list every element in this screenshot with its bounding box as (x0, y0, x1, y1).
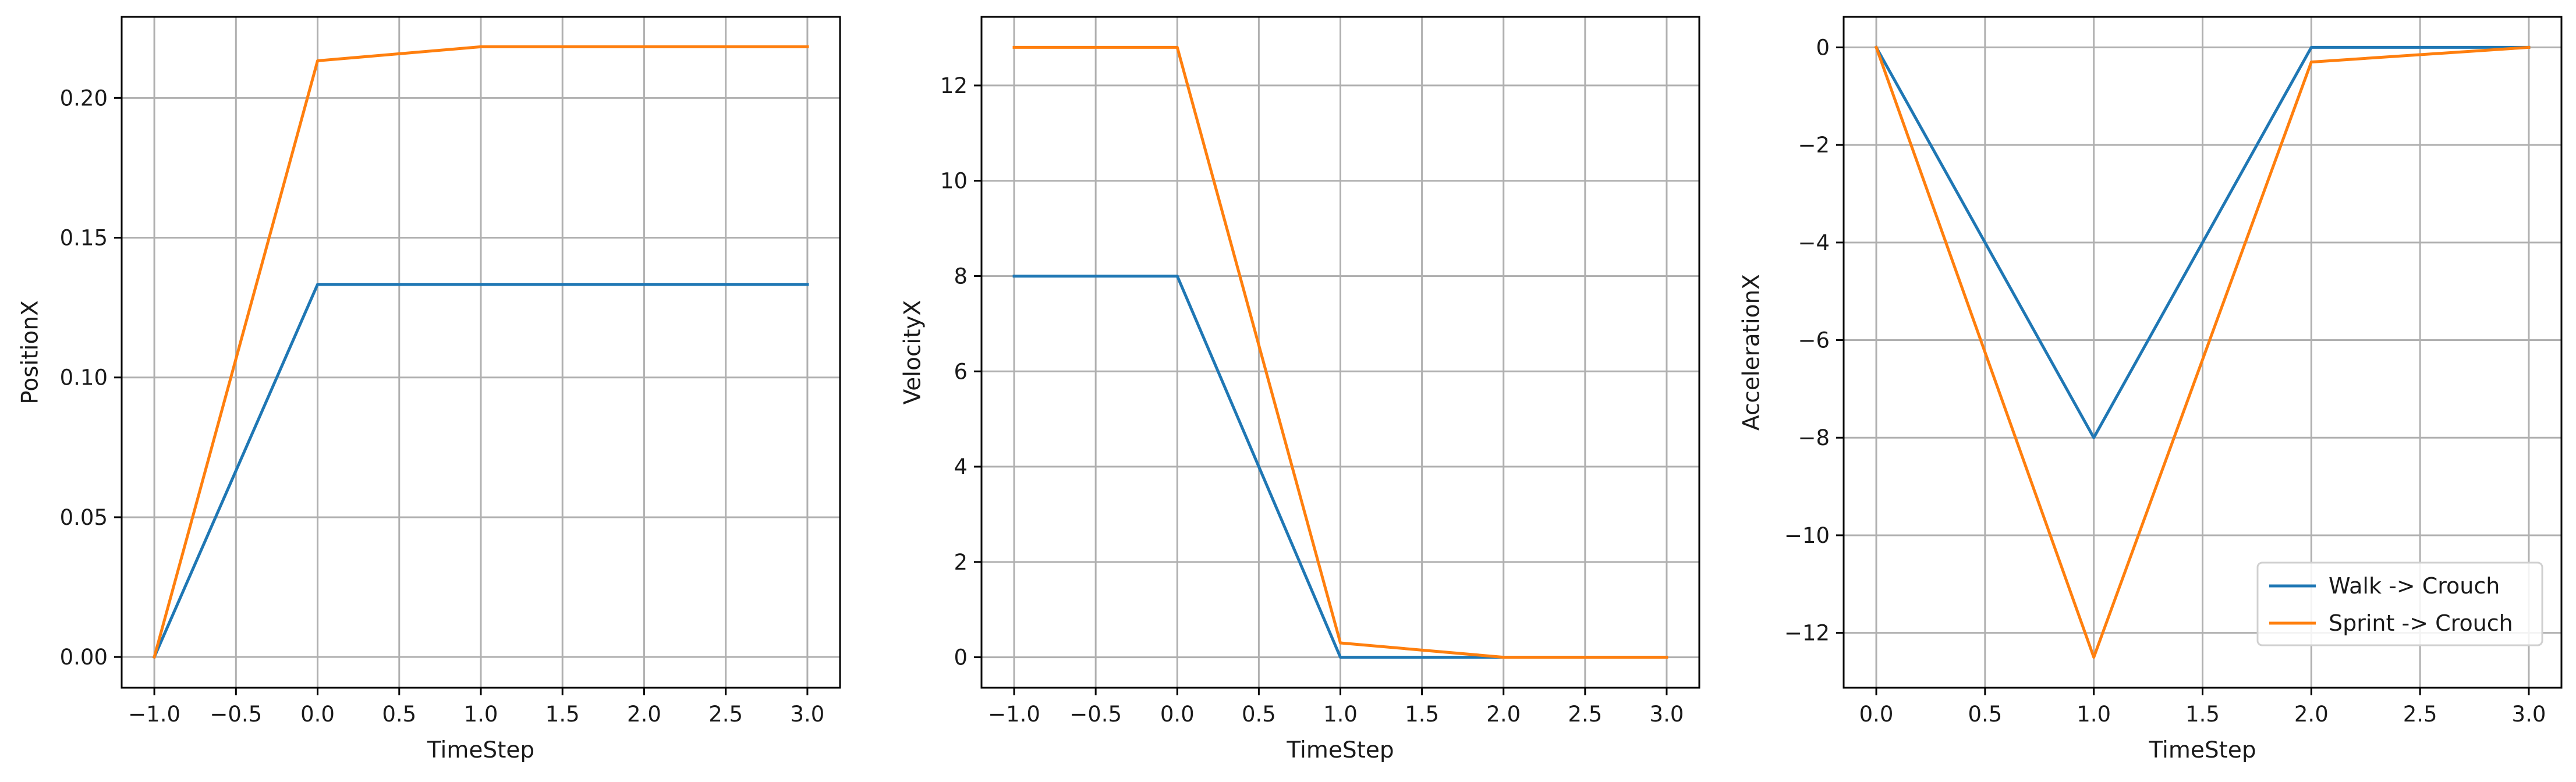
x-axis-label: TimeStep (427, 737, 534, 763)
legend-label-2: Sprint -> Crouch (2329, 610, 2513, 636)
y-tick-label: 2 (954, 550, 968, 575)
x-tick-label: 0.0 (300, 702, 335, 727)
y-tick-label: −8 (1798, 425, 1830, 450)
x-tick-label: 0.5 (1968, 702, 2002, 727)
y-axis-label: AccelerationX (1739, 274, 1765, 431)
x-tick-label: 0.5 (382, 702, 416, 727)
x-tick-label: 1.5 (1405, 702, 1439, 727)
series-line-1 (152, 283, 809, 659)
y-tick-label: −4 (1798, 230, 1830, 255)
chart-panel-1: −1.0 −0.5 0.0 0.5 1.0 1.5 2.0 2.5 3.0 0.00 0.05 0.1… (17, 16, 841, 763)
y-tick-label: 8 (954, 264, 968, 289)
y-tick-label: −10 (1784, 523, 1830, 548)
y-tick-label: 0.00 (60, 645, 108, 670)
x-tick-label: 1.5 (2185, 702, 2220, 727)
x-tick-label: 1.0 (2077, 702, 2111, 727)
x-tick-label: 2.5 (2403, 702, 2437, 727)
y-tick-label: −12 (1784, 621, 1830, 646)
x-tick-label: 0.0 (1859, 702, 1894, 727)
series-line-2 (1874, 45, 2531, 659)
x-tick-label: 2.5 (1568, 702, 1602, 727)
x-tick-label: 0.0 (1160, 702, 1195, 727)
x-tick-label: 1.0 (1323, 702, 1358, 727)
x-tick-label: −1.0 (128, 702, 180, 727)
legend-box (2256, 561, 2543, 646)
x-tick-label: 3.0 (2512, 702, 2546, 727)
x-tick-label: 1.0 (464, 702, 498, 727)
y-tick-label: −6 (1798, 328, 1830, 353)
series-line-2 (153, 45, 809, 659)
y-tick-label: 0 (954, 645, 968, 670)
legend-label-1: Walk -> Crouch (2329, 573, 2500, 599)
y-tick-label: 4 (954, 454, 968, 479)
y-tick-label: 0.20 (60, 86, 108, 111)
y-tick-label: 0 (1816, 35, 1830, 60)
x-axis-label: TimeStep (1286, 737, 1394, 763)
y-tick-label: −2 (1798, 133, 1830, 158)
y-axis-label: VelocityX (900, 300, 926, 405)
x-tick-label: 3.0 (790, 702, 824, 727)
x-tick-label: −0.5 (1069, 702, 1122, 727)
x-tick-label: 2.0 (1486, 702, 1521, 727)
chart-panel-2: −1.0 −0.5 0.0 0.5 1.0 1.5 2.0 2.5 3.0 0 2 4 6 8 10 12 Ti… (900, 16, 1700, 763)
y-axis-label: PositionX (17, 300, 44, 404)
y-tick-label: 0.15 (60, 226, 108, 251)
x-tick-label: −0.5 (210, 702, 262, 727)
y-tick-label: 12 (940, 73, 968, 98)
y-tick-label: 10 (940, 169, 968, 194)
x-tick-label: 2.5 (708, 702, 743, 727)
y-tick-label: 0.05 (60, 505, 108, 530)
series-line-1 (1874, 45, 2531, 439)
x-tick-label: 3.0 (1650, 702, 1684, 727)
x-tick-label: 0.5 (1242, 702, 1276, 727)
chart-panel-3: 0.0 0.5 1.0 1.5 2.0 2.5 3.0 0 −2 −4 −6 −8 −10 −12 Time… (1739, 16, 2563, 763)
x-axis-label: TimeStep (2148, 737, 2256, 763)
x-tick-label: −1.0 (988, 702, 1040, 727)
y-tick-label: 0.10 (60, 365, 108, 390)
legend: Walk -> Crouch Sprint -> Crouch (2256, 561, 2543, 646)
x-tick-label: 1.5 (545, 702, 580, 727)
series-line-2 (1012, 45, 1668, 659)
y-tick-label: 6 (954, 359, 968, 384)
x-tick-label: 2.0 (627, 702, 661, 727)
x-tick-label: 2.0 (2294, 702, 2329, 727)
